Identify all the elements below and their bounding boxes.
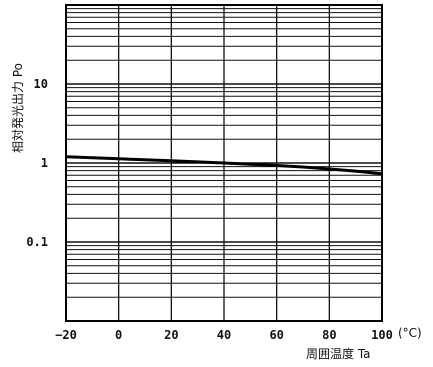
x-tick-label: 100 — [371, 328, 393, 342]
data-point — [170, 159, 173, 162]
data-point — [328, 168, 331, 170]
x-axis-label: 周囲温度 Ta — [306, 346, 371, 361]
data-point — [223, 162, 225, 164]
data-point — [302, 166, 304, 168]
x-tick-label: −20 — [55, 328, 77, 342]
y-tick-labels: 0.1 1 10 — [26, 77, 48, 249]
x-tick-labels: −20 0 20 40 60 80 100 — [55, 328, 393, 342]
x-tick-label: 40 — [217, 328, 231, 342]
data-point — [117, 158, 120, 160]
x-tick-label: 20 — [164, 328, 178, 342]
x-tick-label: 80 — [322, 328, 336, 342]
y-tick-label: 1 — [41, 156, 48, 170]
plot-frame — [65, 4, 383, 322]
horizontal-gridlines — [66, 8, 382, 298]
x-tick-label: 0 — [115, 328, 122, 342]
data-point — [354, 170, 357, 172]
x-tick-label: 60 — [269, 328, 283, 342]
y-tick-label: 10 — [34, 77, 48, 91]
data-point — [275, 164, 278, 167]
x-unit-label: (°C) — [398, 326, 422, 340]
y-tick-label: 0.1 — [26, 235, 48, 249]
y-axis-label: 相対発光出力 Po — [11, 63, 25, 153]
